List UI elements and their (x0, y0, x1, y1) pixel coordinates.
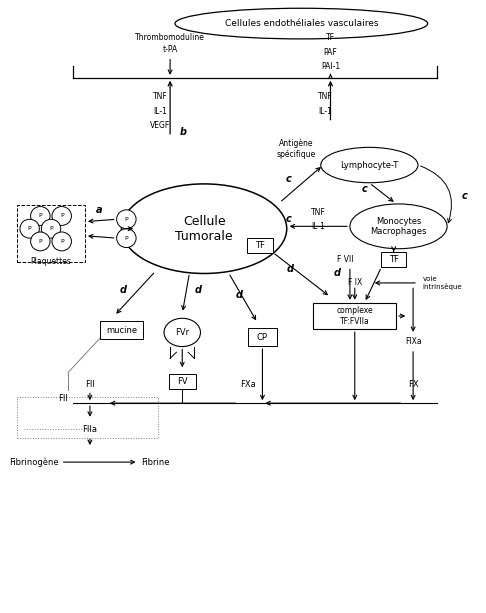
Text: Lymphocyte-T: Lymphocyte-T (340, 161, 399, 170)
Text: FII: FII (85, 380, 95, 389)
Text: Antigène
spécifique: Antigène spécifique (277, 139, 316, 159)
Text: IL-1: IL-1 (319, 107, 332, 115)
Text: PAF: PAF (324, 48, 337, 56)
Text: FXa: FXa (240, 380, 256, 389)
Text: Monocytes
Macrophages: Monocytes Macrophages (370, 216, 427, 236)
Text: mucine: mucine (106, 326, 137, 335)
Ellipse shape (350, 204, 447, 249)
FancyArrowPatch shape (420, 166, 451, 223)
Text: Cellules endothéliales vasculaires: Cellules endothéliales vasculaires (225, 19, 378, 28)
Text: c: c (461, 191, 467, 200)
Text: P: P (124, 217, 128, 222)
Text: TF: TF (255, 241, 265, 249)
Text: d: d (236, 290, 243, 300)
Text: Fibrine: Fibrine (141, 458, 170, 466)
FancyBboxPatch shape (247, 238, 273, 253)
Text: FVr: FVr (175, 328, 190, 337)
Circle shape (20, 219, 39, 238)
FancyBboxPatch shape (381, 252, 406, 267)
Text: FII: FII (58, 394, 68, 403)
FancyBboxPatch shape (248, 328, 277, 346)
FancyBboxPatch shape (100, 321, 143, 339)
Text: P: P (49, 226, 53, 231)
Ellipse shape (164, 318, 200, 346)
Circle shape (41, 219, 61, 238)
Text: P: P (60, 213, 64, 218)
Text: P: P (38, 239, 42, 244)
Text: complexe
TF:FVIIa: complexe TF:FVIIa (336, 306, 373, 326)
Text: CP: CP (257, 333, 268, 341)
Text: P: P (28, 226, 32, 231)
Text: FV: FV (177, 378, 188, 386)
Text: IL-1: IL-1 (312, 222, 325, 231)
Text: FIXa: FIXa (405, 337, 421, 346)
Text: Fibrinogène: Fibrinogène (9, 457, 59, 467)
Ellipse shape (175, 8, 428, 39)
Ellipse shape (122, 184, 287, 273)
FancyBboxPatch shape (169, 375, 195, 389)
Text: a: a (96, 205, 103, 215)
Text: d: d (120, 285, 126, 295)
Text: TNF: TNF (311, 208, 326, 217)
Text: Thrombomoduline: Thrombomoduline (135, 34, 205, 42)
FancyBboxPatch shape (313, 303, 396, 329)
Text: FX: FX (408, 380, 418, 389)
Text: d: d (287, 264, 294, 274)
Text: b: b (180, 127, 187, 137)
Text: t-PA: t-PA (162, 45, 178, 54)
Text: d: d (194, 285, 201, 295)
Text: TF: TF (389, 255, 399, 264)
Circle shape (31, 232, 50, 251)
Text: c: c (286, 215, 292, 224)
Circle shape (52, 207, 71, 226)
Text: Plaquettes: Plaquettes (31, 257, 71, 266)
Text: TNF: TNF (318, 93, 333, 101)
Text: F VII: F VII (337, 255, 353, 264)
Text: TF: TF (326, 34, 335, 42)
Text: d: d (333, 268, 340, 278)
Text: c: c (361, 184, 367, 194)
Circle shape (117, 229, 136, 248)
Text: IL-1: IL-1 (154, 107, 167, 115)
Text: P: P (38, 213, 42, 218)
Text: PAI-1: PAI-1 (321, 62, 340, 70)
Ellipse shape (321, 147, 418, 183)
Text: TNF: TNF (153, 93, 168, 101)
Text: F IX: F IX (347, 278, 362, 287)
Circle shape (117, 210, 136, 229)
Text: VEGF: VEGF (150, 121, 171, 130)
Text: Cellule
Tumorale: Cellule Tumorale (175, 215, 233, 243)
Text: voie
intrinsèque: voie intrinsèque (423, 276, 463, 290)
Text: P: P (124, 235, 128, 241)
Text: P: P (60, 239, 64, 244)
Text: c: c (286, 174, 292, 184)
Circle shape (52, 232, 71, 251)
Circle shape (31, 207, 50, 226)
Text: FIIa: FIIa (83, 425, 97, 433)
